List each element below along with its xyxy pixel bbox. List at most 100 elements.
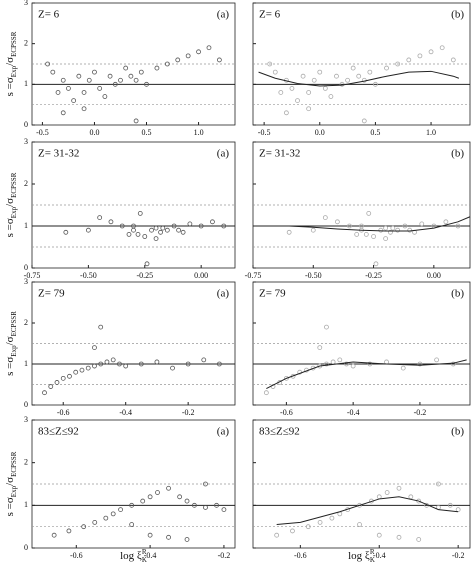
data-point [154,359,160,365]
data-point [329,515,335,521]
data-point [384,65,389,71]
data-point [434,357,440,363]
data-point [66,86,71,91]
data-point [283,110,289,116]
y-tick-label: 3 [24,277,28,286]
x-tick-label: -0.4 [119,408,132,417]
x-label-sup: R [142,548,147,556]
y-tick-label: 1 [24,359,28,368]
y-tick-label: 3 [24,137,28,146]
y-label-sub: ECPSSR [10,172,18,198]
y-tick-label: 1 [24,79,28,88]
y-tick-label: 3 [24,0,28,7]
x-tick-label: 0.00 [427,271,441,280]
data-point [390,225,396,231]
data-point [383,236,389,242]
data-point [103,515,109,521]
data-point [175,57,181,63]
data-point [128,73,134,79]
data-point [48,384,54,389]
data-point [117,361,122,367]
x-tick-label: 1.0 [426,128,436,137]
data-point [166,485,171,491]
data-point [158,229,163,235]
data-point [51,532,57,538]
y-label-part: /σ [4,336,16,345]
data-point [400,365,406,371]
data-point [110,357,116,363]
data-point [129,522,135,527]
data-point [191,502,197,508]
data-point [138,69,144,75]
data-point [153,225,159,231]
x-label-sub: K [370,556,375,563]
data-point [289,86,295,91]
data-point [112,81,118,87]
data-point [149,227,154,233]
data-point [221,507,227,513]
x-tick-label: -0.25 [365,271,382,280]
panel-title: Z= 79 [38,288,65,300]
y-axis-label: s =σExp/σECPSSR [4,311,18,376]
data-point [119,223,125,229]
data-point [137,210,143,216]
x-tick-label: -0.75 [24,271,41,280]
x-tick-label: -0.6 [294,551,307,560]
data-point [450,57,456,63]
panel-title: 83≤Z≤92 [259,426,300,438]
panel-label: (a) [217,9,230,21]
data-point [108,219,114,225]
data-point [306,90,312,95]
x-tick-label: 0.5 [370,128,380,137]
data-point [98,361,104,367]
data-point [396,534,402,540]
panel-label: (b) [451,426,464,438]
data-point [144,261,150,267]
fit-curve [276,496,459,526]
data-point [187,221,193,227]
data-point [184,537,190,542]
panel-title: Z= 31-32 [38,148,79,160]
fit-curve [266,359,467,390]
data-point [439,45,445,51]
y-axis-label: s =σExp/σECPSSR [4,172,18,237]
x-tick-label: -0.4 [373,551,386,560]
x-tick-label: -0.6 [70,551,83,560]
x-tick-label: -0.2 [218,551,231,560]
data-point [384,490,390,495]
x-tick-label: 0.5 [142,128,152,137]
data-point [140,498,146,504]
data-point [373,81,378,87]
data-point [334,73,339,79]
data-point [317,69,323,75]
y-tick-label: 0 [24,263,28,272]
data-point [97,215,103,221]
data-point [110,511,116,517]
x-tick-label: -0.2 [182,408,195,417]
data-point [81,90,87,95]
y-tick-label: 2 [24,179,28,188]
data-point [185,361,191,367]
data-point [210,219,215,225]
data-point [170,365,175,371]
data-point [45,61,51,67]
data-point [79,367,85,373]
data-point [184,498,190,504]
data-point [322,86,328,91]
data-point [66,528,72,534]
y-label-sub: Exp [10,65,18,77]
data-point [164,227,170,233]
data-point [300,73,306,79]
data-point [419,221,425,227]
x-tick-label: -0.6 [280,408,293,417]
x-tick-label: 0.00 [194,271,208,280]
data-point [376,532,382,538]
x-label-part: log ξ [120,550,142,562]
data-point [366,210,372,216]
data-point [367,361,373,367]
data-point [328,94,334,99]
y-tick-label: 0 [24,400,28,409]
panel-label: (a) [217,426,230,438]
data-point [267,61,273,67]
